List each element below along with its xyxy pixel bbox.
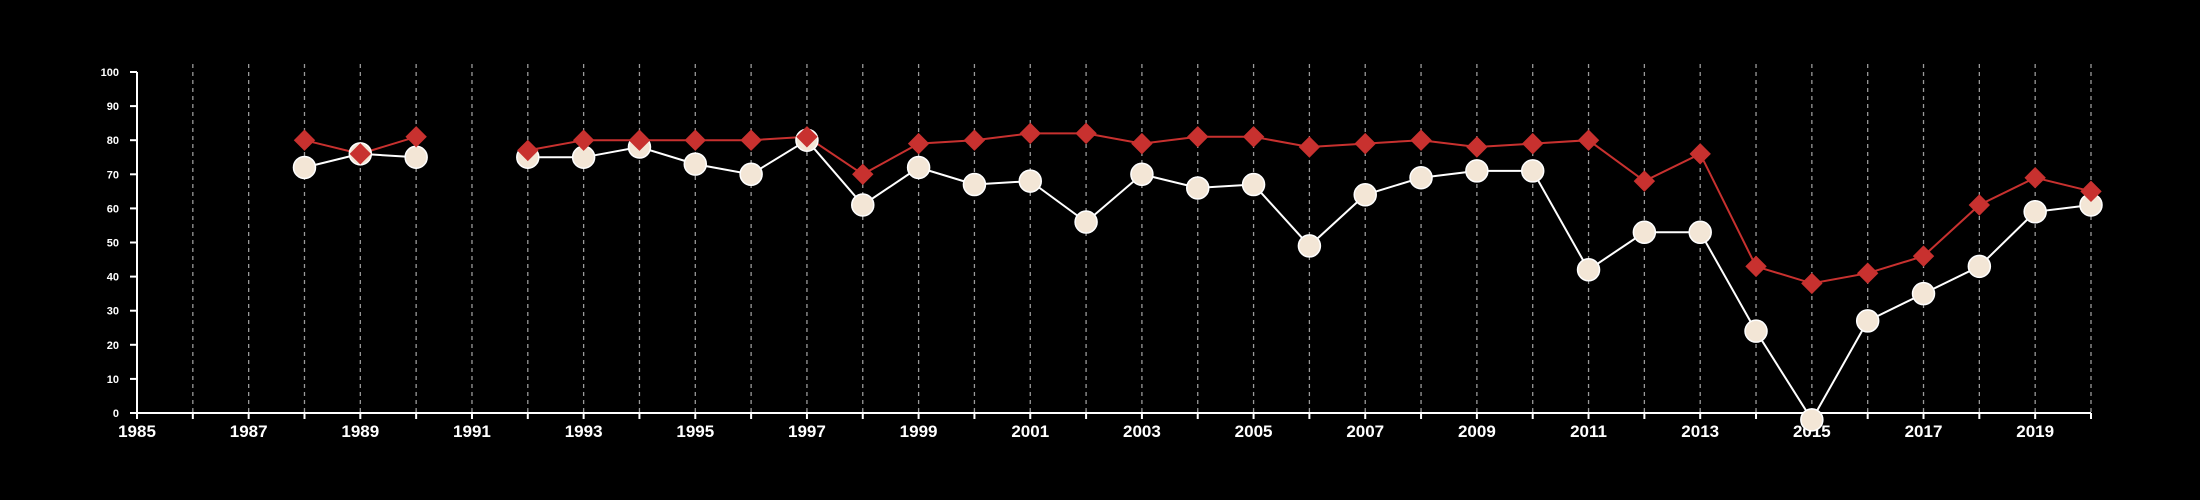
diamond-point-1997 <box>796 126 818 148</box>
diamond-point-2018 <box>1968 194 1991 216</box>
diamond-point-2007 <box>1354 132 1376 155</box>
x-tick-label-2: 1989 <box>341 422 379 441</box>
x-tick-label-10: 2005 <box>1235 422 1273 441</box>
diamond-point-2019 <box>2024 167 2046 189</box>
diamond-point-2001 <box>1019 122 1041 145</box>
x-tick-label-11: 2007 <box>1346 422 1384 441</box>
axis-layer: 0 10 20 30 40 50 60 70 80 90 100 1985 1987 1989 1991 19… <box>101 67 2092 441</box>
x-tick-label-5: 1995 <box>676 422 714 441</box>
diamond-point-2014 <box>1745 255 1767 278</box>
diamond-point-2011 <box>1577 129 1600 151</box>
diamond-point-2012 <box>1633 170 1656 192</box>
diamond-point-1996 <box>740 129 762 151</box>
circle-point-2019 <box>2023 200 2047 224</box>
diamond-point-2008 <box>1410 129 1432 151</box>
x-tick-label-12: 2009 <box>1458 422 1496 441</box>
diamond-point-1990 <box>405 126 427 148</box>
x-tick-label-6: 1997 <box>788 422 826 441</box>
x-tick-label-17: 2019 <box>2016 422 2054 441</box>
circle-point-2017 <box>1911 281 1936 306</box>
diamond-point-2006 <box>1298 136 1321 158</box>
diamond-point-1992 <box>517 139 539 162</box>
y-tick-label-0: 0 <box>113 408 119 420</box>
circle-point-2018 <box>1967 254 1992 279</box>
x-tick-label-1: 1987 <box>230 422 268 441</box>
series-0-markers <box>293 122 2102 295</box>
diamond-point-2000 <box>963 129 986 151</box>
circle-point-2008 <box>1409 165 1433 190</box>
y-tick-label-4: 40 <box>107 272 119 284</box>
circle-point-2001 <box>1018 169 1043 193</box>
circle-point-2003 <box>1130 162 1154 187</box>
x-tick-label-0: 1985 <box>118 422 156 441</box>
circle-point-1988 <box>292 155 317 180</box>
diamond-point-1994 <box>628 129 651 151</box>
circle-point-1996 <box>739 162 763 187</box>
x-tick-label-8: 2001 <box>1011 422 1049 441</box>
circle-point-2006 <box>1297 234 1322 258</box>
circle-point-2012 <box>1632 220 1657 245</box>
diamond-point-2004 <box>1187 126 1209 148</box>
diamond-point-2010 <box>1522 132 1544 155</box>
circle-point-2010 <box>1520 159 1545 183</box>
circle-point-2014 <box>1744 319 1768 343</box>
x-tick-label-14: 2013 <box>1681 422 1719 441</box>
x-tick-label-13: 2011 <box>1570 422 1607 441</box>
diamond-point-2009 <box>1466 136 1488 158</box>
circle-point-2002 <box>1074 210 1098 234</box>
diamond-point-1999 <box>907 132 930 155</box>
circle-point-2011 <box>1576 258 1601 282</box>
diamond-point-1988 <box>293 129 316 151</box>
diamond-point-2002 <box>1075 122 1097 145</box>
circle-point-1998 <box>851 193 875 217</box>
diamond-point-2003 <box>1131 132 1153 155</box>
y-tick-label-1: 10 <box>107 374 119 386</box>
series-layer <box>292 122 2103 432</box>
y-tick-label-5: 50 <box>107 238 119 250</box>
series-1-markers <box>292 128 2103 432</box>
y-tick-label-10: 100 <box>101 67 119 79</box>
circle-point-1990 <box>404 145 428 169</box>
circle-point-2009 <box>1465 159 1489 183</box>
diamond-point-1998 <box>852 163 874 186</box>
y-tick-label-9: 90 <box>107 101 119 113</box>
circle-point-2016 <box>1855 309 1880 333</box>
x-tick-label-9: 2003 <box>1123 422 1161 441</box>
diamond-point-2015 <box>1801 272 1823 295</box>
diamond-point-2020 <box>2080 180 2102 203</box>
y-tick-label-3: 30 <box>107 306 119 318</box>
grid-layer <box>192 64 2092 413</box>
diamond-point-1995 <box>684 129 706 151</box>
y-tick-label-7: 70 <box>107 169 119 181</box>
diamond-point-2013 <box>1689 143 1711 165</box>
y-tick-label-2: 20 <box>107 340 119 352</box>
circle-point-1995 <box>683 152 708 176</box>
circle-point-2004 <box>1185 176 1210 200</box>
circle-point-2007 <box>1353 183 1377 207</box>
x-tick-label-7: 1999 <box>900 422 938 441</box>
x-tick-label-4: 1993 <box>565 422 603 441</box>
y-tick-label-8: 80 <box>107 135 119 147</box>
circle-point-2015 <box>1800 408 1824 432</box>
diamond-point-2016 <box>1856 262 1879 284</box>
y-tick-label-6: 60 <box>107 203 119 215</box>
diamond-point-1993 <box>572 129 595 151</box>
diamond-point-2017 <box>1912 245 1935 267</box>
x-tick-label-16: 2017 <box>1905 422 1943 441</box>
circle-point-1999 <box>906 155 931 180</box>
diamond-point-2005 <box>1242 126 1265 148</box>
diamond-point-1989 <box>349 143 372 165</box>
circle-point-2005 <box>1241 172 1266 197</box>
circle-point-2013 <box>1688 220 1712 245</box>
x-tick-label-3: 1991 <box>453 422 491 441</box>
circle-point-2000 <box>962 172 987 197</box>
